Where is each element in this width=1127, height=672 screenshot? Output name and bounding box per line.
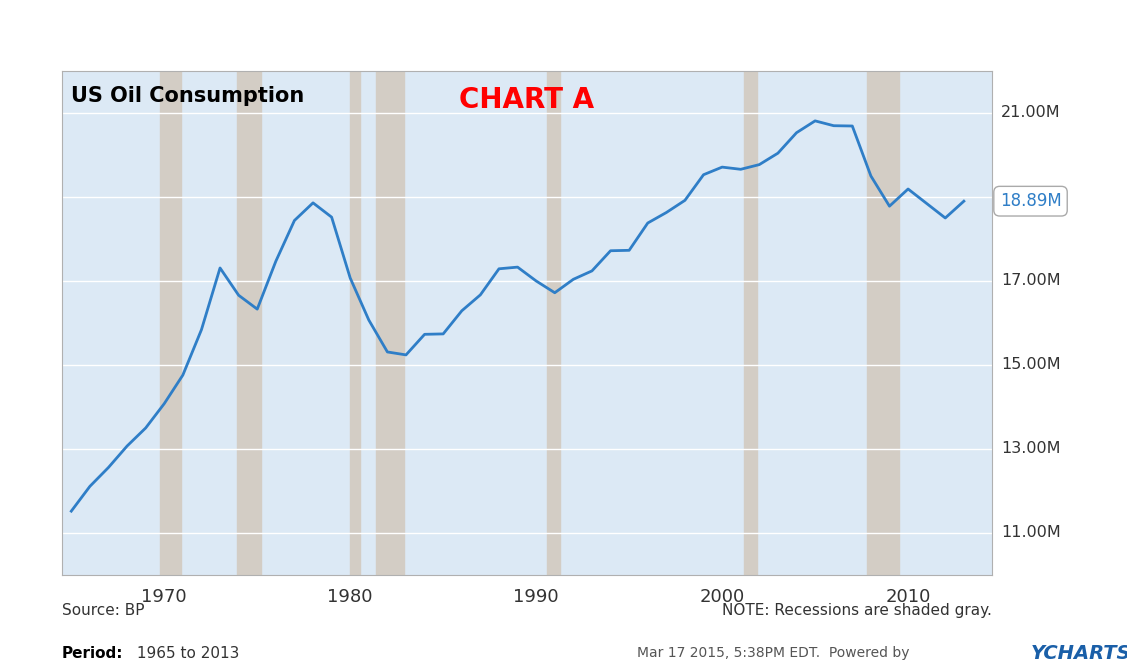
Text: Source: BP: Source: BP <box>62 603 144 618</box>
Text: 1965 to 2013: 1965 to 2013 <box>132 646 239 661</box>
Text: Period:: Period: <box>62 646 124 661</box>
Bar <box>237 71 261 575</box>
Text: 21.00M: 21.00M <box>1001 105 1061 120</box>
Text: US Oil Consumption: US Oil Consumption <box>71 85 304 106</box>
Bar <box>745 71 757 575</box>
Text: NOTE: Recessions are shaded gray.: NOTE: Recessions are shaded gray. <box>722 603 992 618</box>
Text: Mar 17 2015, 5:38PM EDT.  Powered by: Mar 17 2015, 5:38PM EDT. Powered by <box>637 646 909 660</box>
Text: 17.00M: 17.00M <box>1001 273 1061 288</box>
Text: 15.00M: 15.00M <box>1001 357 1061 372</box>
Text: 11.00M: 11.00M <box>1001 525 1061 540</box>
Text: YCHARTS: YCHARTS <box>1031 644 1127 663</box>
Bar <box>548 71 560 575</box>
Bar <box>160 71 181 575</box>
Text: 18.89M: 18.89M <box>1000 192 1062 210</box>
Text: 13.00M: 13.00M <box>1001 441 1061 456</box>
Text: CHART A: CHART A <box>460 85 594 114</box>
Bar <box>867 71 899 575</box>
Text: 19.00M: 19.00M <box>1001 189 1061 204</box>
Bar <box>376 71 405 575</box>
Bar <box>350 71 360 575</box>
